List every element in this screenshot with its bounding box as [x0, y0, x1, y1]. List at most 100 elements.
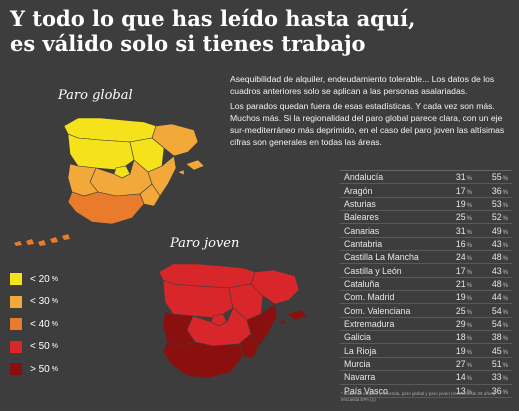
percent-symbol: % — [466, 242, 472, 249]
global-rate-value: 19 — [455, 345, 466, 356]
percent-symbol: % — [502, 336, 508, 343]
global-rate-value: 25 — [455, 212, 466, 223]
percent-symbol: % — [466, 269, 472, 276]
region-name: Castilla y León — [344, 265, 402, 276]
percent-symbol: % — [502, 376, 508, 383]
region-name: Andalucía — [344, 172, 384, 183]
youth-rate-value: 54 — [491, 318, 502, 329]
legend-label: < 20 — [30, 273, 50, 285]
global-rate-value: 19 — [455, 198, 466, 209]
global-rate-cell: 31% — [434, 226, 472, 236]
table-row: Andalucía 31% 55% — [340, 171, 512, 185]
percent-symbol: % — [502, 176, 508, 183]
title-line-2: es válido solo si tienes trabajo — [10, 31, 366, 56]
percent-symbol: % — [466, 176, 472, 183]
youth-rate-value: 43 — [491, 265, 502, 276]
table-row: Navarra 14% 33% — [340, 371, 512, 385]
legend-label: > 50 — [30, 363, 50, 375]
global-rate-value: 27 — [455, 358, 466, 369]
page-title: Y todo lo que has leído hasta aquí, es v… — [10, 6, 515, 56]
youth-rate-value: 54 — [491, 305, 502, 316]
intro-text: Asequibilidad de alquiler, endeudamiento… — [230, 73, 512, 151]
legend-unit: % — [51, 343, 58, 351]
youth-rate-cell: 44% — [472, 292, 512, 302]
legend-unit: % — [51, 275, 58, 283]
global-map-label: Paro global — [58, 88, 133, 103]
global-rate-value: 29 — [455, 318, 466, 329]
youth-rate-cell: 43% — [472, 239, 512, 249]
global-rate-cell: 21% — [434, 279, 472, 289]
youth-rate-value: 44 — [491, 292, 502, 303]
global-rate-value: 19 — [455, 292, 466, 303]
youth-rate-value: 33 — [491, 372, 502, 383]
youth-unemployment-map — [155, 258, 325, 398]
global-rate-value: 31 — [455, 225, 466, 236]
youth-map-label: Paro joven — [170, 236, 240, 251]
unemployment-table: Andalucía 31% 55% Aragón 17% 36% Asturias 19% 53… — [340, 170, 512, 398]
global-rate-value: 17 — [455, 265, 466, 276]
percent-symbol: % — [466, 349, 472, 356]
global-unemployment-map — [60, 112, 220, 242]
percent-symbol: % — [466, 376, 472, 383]
percent-symbol: % — [466, 189, 472, 196]
youth-rate-value: 38 — [491, 332, 502, 343]
canary-islands-global — [12, 233, 72, 254]
map-region-valencia — [246, 303, 278, 347]
global-rate-cell: 18% — [434, 332, 472, 342]
region-name: Cataluña — [344, 278, 380, 289]
percent-symbol: % — [466, 202, 472, 209]
global-rate-value: 21 — [455, 278, 466, 289]
youth-rate-cell: 54% — [472, 319, 512, 329]
global-rate-cell: 24% — [434, 252, 472, 262]
percent-symbol: % — [502, 322, 508, 329]
percent-symbol: % — [466, 216, 472, 223]
youth-rate-cell: 53% — [472, 199, 512, 209]
global-rate-value: 14 — [455, 372, 466, 383]
youth-rate-value: 52 — [491, 212, 502, 223]
legend-label: < 30 — [30, 296, 50, 308]
global-rate-cell: 29% — [434, 319, 472, 329]
youth-rate-value: 45 — [491, 345, 502, 356]
youth-rate-cell: 51% — [472, 359, 512, 369]
percent-symbol: % — [502, 296, 508, 303]
region-name: Murcia — [344, 358, 371, 369]
youth-rate-value: 53 — [491, 198, 502, 209]
region-name: Asturias — [344, 198, 376, 209]
youth-rate-cell: 43% — [472, 266, 512, 276]
global-rate-value: 13 — [455, 385, 466, 396]
legend-unit: % — [51, 320, 58, 328]
percent-symbol: % — [502, 269, 508, 276]
percent-symbol: % — [502, 389, 508, 396]
region-name: Baleares — [344, 212, 379, 223]
percent-symbol: % — [502, 309, 508, 316]
region-name: Navarra — [344, 372, 376, 383]
legend-label: < 50 — [30, 341, 50, 353]
percent-symbol: % — [502, 202, 508, 209]
percent-symbol: % — [502, 242, 508, 249]
map-region-andalucia — [162, 341, 244, 379]
table-row: Aragón 17% 36% — [340, 184, 512, 198]
legend-unit: % — [51, 298, 58, 306]
global-rate-cell: 14% — [434, 372, 472, 382]
table-row: Castilla La Mancha 24% 48% — [340, 251, 512, 265]
global-rate-cell: 19% — [434, 199, 472, 209]
table-row: Cantabria 16% 43% — [340, 238, 512, 252]
global-rate-cell: 25% — [434, 212, 472, 222]
percent-symbol: % — [466, 362, 472, 369]
percent-symbol: % — [502, 349, 508, 356]
map-region-castilla-leon — [162, 279, 234, 319]
youth-rate-value: 36 — [491, 185, 502, 196]
region-name: Extremadura — [344, 318, 395, 329]
global-rate-value: 31 — [455, 172, 466, 183]
global-rate-value: 17 — [455, 185, 466, 196]
table-row: Canarias 31% 49% — [340, 224, 512, 238]
global-rate-cell: 17% — [434, 186, 472, 196]
map-region-baleares-2 — [278, 319, 286, 326]
table-row: Extremadura 29% 54% — [340, 318, 512, 332]
footnote: * Datos de empleo y vivienda, paro globa… — [341, 391, 496, 402]
map-region-andalucia — [67, 191, 145, 225]
percent-symbol: % — [466, 309, 472, 316]
legend-item-lt50: < 50 % — [10, 336, 58, 359]
youth-rate-cell: 38% — [472, 332, 512, 342]
youth-rate-cell: 36% — [472, 386, 512, 396]
